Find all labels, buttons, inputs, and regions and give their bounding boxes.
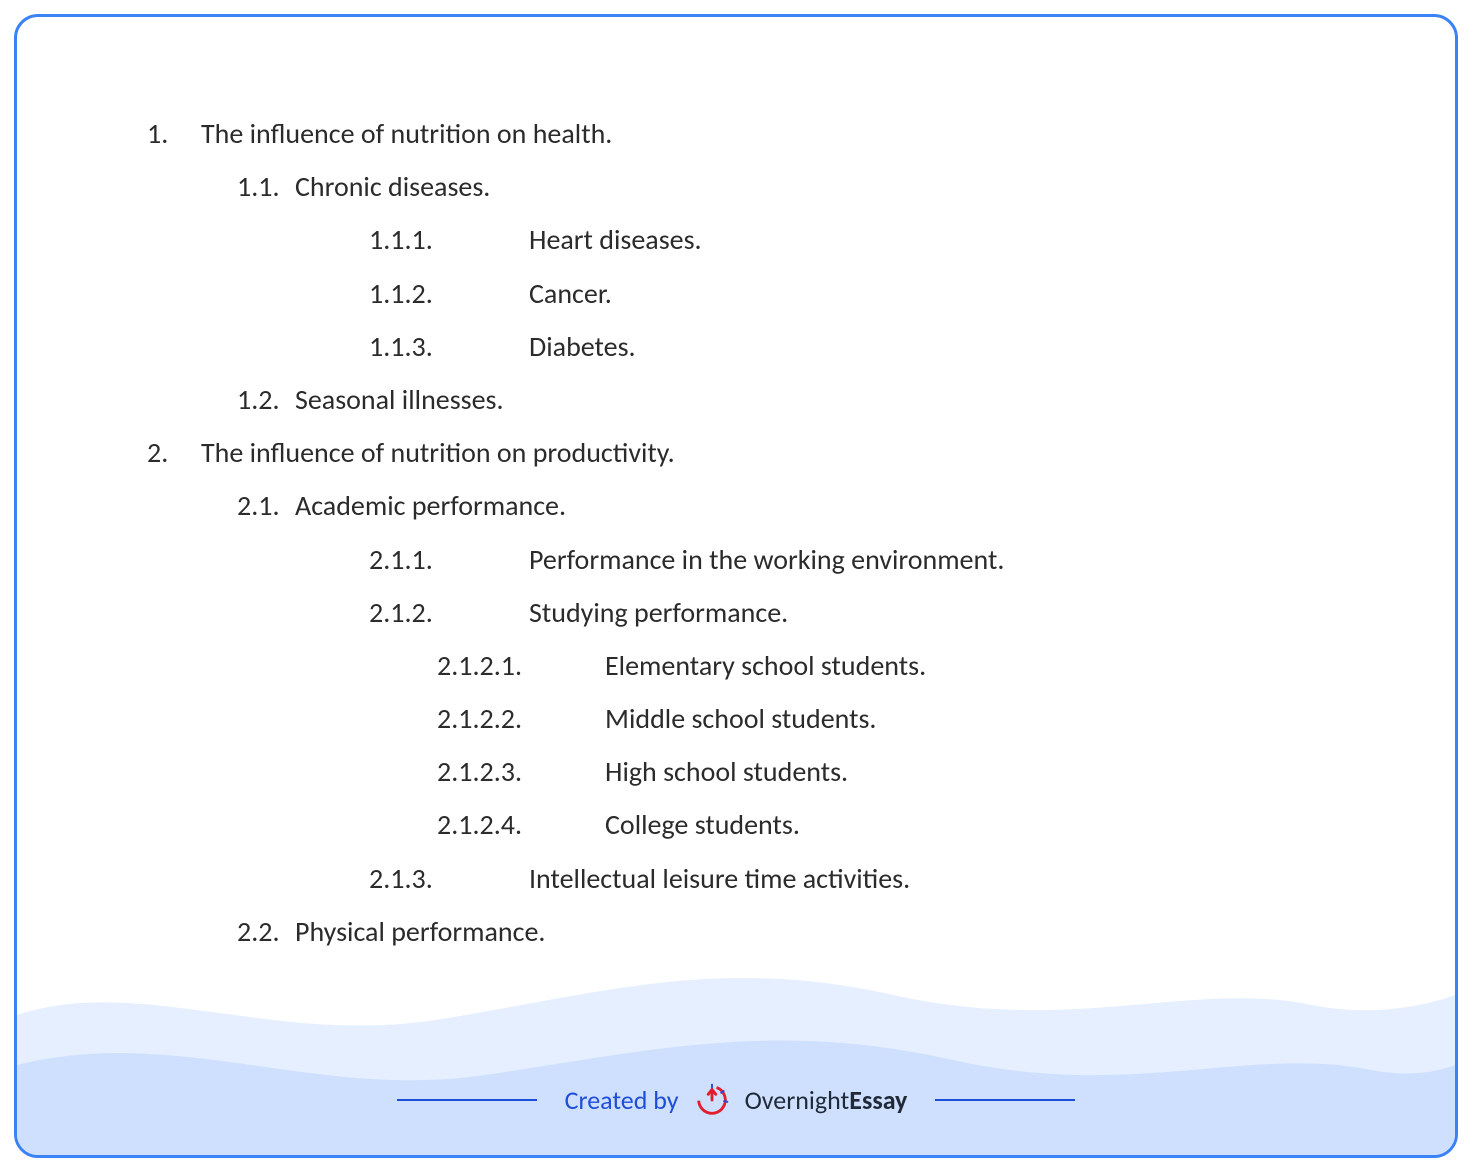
outline-item: 2.1.2.3.High school students.: [147, 745, 1325, 798]
outline-text: Physical performance.: [295, 905, 545, 958]
outline-number: 2.1.2.4.: [437, 798, 605, 851]
outline-text: Performance in the working environment.: [529, 533, 1004, 586]
outline-item: 1.1.Chronic diseases.: [147, 160, 1325, 213]
outline-number: 2.1.2.2.: [437, 692, 605, 745]
outline-text: Middle school students.: [605, 692, 876, 745]
wave-decoration: [17, 925, 1455, 1155]
outline-number: 1.1.2.: [369, 267, 529, 320]
outline-item: 2.1.3.Intellectual leisure time activiti…: [147, 852, 1325, 905]
outline-item: 2.The influence of nutrition on producti…: [147, 426, 1325, 479]
outline-text: College students.: [605, 798, 800, 851]
outline-text: Diabetes.: [529, 320, 636, 373]
outline-number: 1.1.3.: [369, 320, 529, 373]
document-card: 1.The influence of nutrition on health.1…: [14, 14, 1458, 1158]
outline-item: 2.1.2.Studying performance.: [147, 586, 1325, 639]
outline-item: 2.1.2.4.College students.: [147, 798, 1325, 851]
outline-text: The influence of nutrition on health.: [201, 107, 612, 160]
outline-item: 2.1.1.Performance in the working environ…: [147, 533, 1325, 586]
outline-number: 1.1.: [237, 160, 295, 213]
brand-logo-icon: [693, 1081, 731, 1119]
rule-left: [397, 1099, 537, 1101]
outline-item: 2.1.2.2.Middle school students.: [147, 692, 1325, 745]
outline-number: 2.1.2.1.: [437, 639, 605, 692]
outline-text: Cancer.: [529, 267, 612, 320]
brand-regular: Overnight: [745, 1084, 850, 1116]
outline-item: 1.The influence of nutrition on health.: [147, 107, 1325, 160]
outline-text: Intellectual leisure time activities.: [529, 852, 910, 905]
outline-number: 2.1.: [237, 479, 295, 532]
credit: Created by OvernightEssay: [565, 1081, 908, 1119]
outline-text: Elementary school students.: [605, 639, 926, 692]
outline-number: 2.1.2.: [369, 586, 529, 639]
outline-number: 2.2.: [237, 905, 295, 958]
outline-text: Seasonal illnesses.: [295, 373, 504, 426]
outline-number: 2.1.2.3.: [437, 745, 605, 798]
rule-right: [935, 1099, 1075, 1101]
outline-number: 1.2.: [237, 373, 295, 426]
credit-line: Created by OvernightEssay: [17, 1081, 1455, 1119]
brand-bold: Essay: [849, 1084, 907, 1116]
created-by-label: Created by: [565, 1084, 679, 1116]
outline-number: 2.: [147, 426, 201, 479]
outline-item: 1.1.3.Diabetes.: [147, 320, 1325, 373]
outline-item: 2.1.2.1.Elementary school students.: [147, 639, 1325, 692]
outline-number: 1.: [147, 107, 201, 160]
outline-item: 2.1.Academic performance.: [147, 479, 1325, 532]
outline-text: The influence of nutrition on productivi…: [201, 426, 675, 479]
outline-text: Heart diseases.: [529, 213, 702, 266]
outline-item: 1.2.Seasonal illnesses.: [147, 373, 1325, 426]
outline-text: Studying performance.: [529, 586, 788, 639]
outline-number: 2.1.1.: [369, 533, 529, 586]
outline-text: Academic performance.: [295, 479, 566, 532]
outline-list: 1.The influence of nutrition on health.1…: [17, 17, 1455, 958]
outline-item: 1.1.2.Cancer.: [147, 267, 1325, 320]
brand-name: OvernightEssay: [745, 1084, 908, 1116]
outline-item: 2.2.Physical performance.: [147, 905, 1325, 958]
outline-item: 1.1.1.Heart diseases.: [147, 213, 1325, 266]
outline-number: 1.1.1.: [369, 213, 529, 266]
outline-text: Chronic diseases.: [295, 160, 490, 213]
outline-text: High school students.: [605, 745, 848, 798]
outline-number: 2.1.3.: [369, 852, 529, 905]
